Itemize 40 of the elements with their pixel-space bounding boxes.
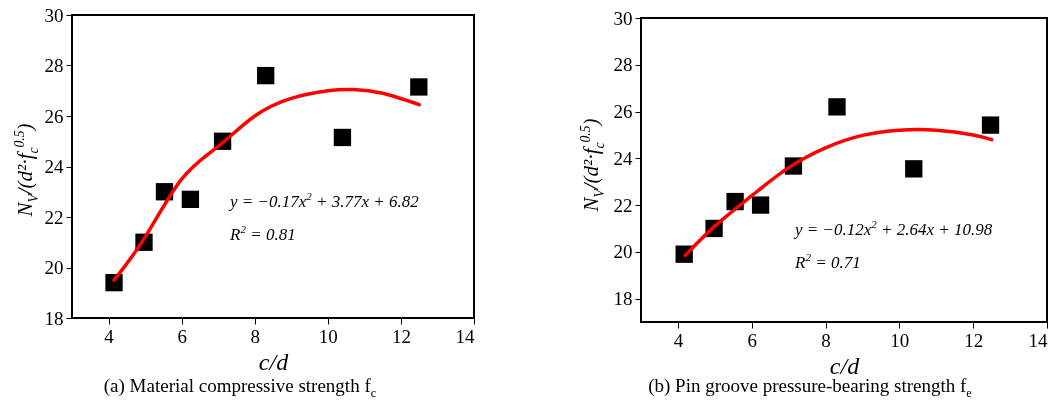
y-tick-label: 24: [613, 147, 633, 169]
point: [410, 78, 428, 96]
x-tick-label: 10: [318, 325, 338, 347]
annotation: R$^{2}$ = 0.81: [230, 223, 296, 245]
point: [751, 196, 770, 214]
y-tick-label: 20: [44, 257, 64, 278]
y-tick-label: 18: [44, 307, 64, 329]
point: [828, 98, 846, 116]
y-tick-label: 20: [613, 241, 633, 263]
point: [257, 66, 275, 85]
y-tick-label: 18: [613, 288, 633, 310]
x-tick-label: 14: [455, 325, 475, 347]
point: [905, 160, 923, 178]
y-tick-label: 22: [613, 194, 633, 216]
y-tick-label: 30: [613, 7, 633, 29]
point: [333, 128, 352, 147]
x-tick-label: 6: [177, 325, 187, 347]
point: [981, 116, 1000, 134]
y-tick-label: 24: [44, 156, 64, 177]
x-tick-label: 12: [391, 325, 411, 347]
x-tick-label: 8: [250, 325, 260, 347]
annotation: y = −0.12x$^{2}$ + 2.64x + 10.98: [795, 218, 993, 240]
x-tick-label: 4: [673, 329, 684, 351]
x-tick-label: 10: [890, 329, 910, 351]
y-tick-label: 26: [44, 105, 64, 127]
point: [181, 190, 200, 208]
y-tick-label: 30: [44, 4, 64, 26]
annotation: y = −0.17x$^{2}$ + 3.77x + 6.82: [230, 190, 419, 212]
x-tick-label: 12: [964, 329, 984, 351]
y-tick-label: 28: [44, 55, 64, 76]
text: (a) Material compressive strength f$_{c}$: [103, 375, 377, 401]
x-tick-label: 6: [747, 329, 757, 351]
x-tick-label: 4: [104, 325, 115, 347]
y-tick-label: 28: [613, 54, 633, 76]
x-tick-label: 8: [821, 329, 831, 351]
y-tick-label: 22: [44, 206, 64, 228]
x-axis-title: c/d: [258, 348, 290, 375]
x-tick-label: 14: [1028, 329, 1048, 351]
y-tick-label: 26: [613, 101, 633, 123]
annotation: R$^{2}$ = 0.71: [795, 251, 861, 273]
